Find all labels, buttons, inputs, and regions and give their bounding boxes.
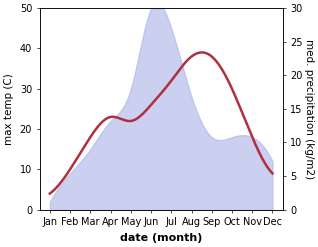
X-axis label: date (month): date (month) (120, 233, 202, 243)
Y-axis label: med. precipitation (kg/m2): med. precipitation (kg/m2) (304, 39, 314, 179)
Y-axis label: max temp (C): max temp (C) (4, 73, 14, 145)
